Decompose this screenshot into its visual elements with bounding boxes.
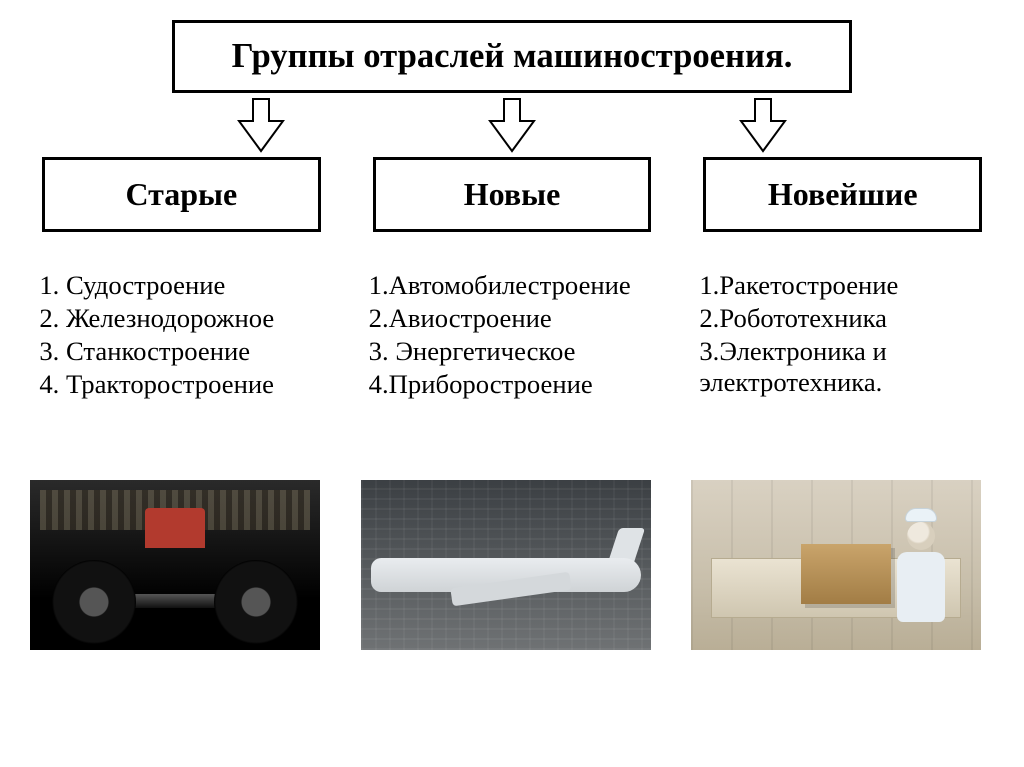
list-item: 3. Энергетическое <box>369 336 656 367</box>
column-newest-heading-box: Новейшие <box>703 157 981 232</box>
illustration-railway-bogie <box>30 480 320 650</box>
list-item: Железнодорожное <box>66 303 325 334</box>
arrow-down-icon <box>235 97 287 153</box>
column-newest-list: 1.Ракетостроение 2.Робототехника 3.Элект… <box>691 262 994 462</box>
illustration-aircraft-assembly <box>361 480 651 650</box>
list-item: 2.Авиостроение <box>369 303 656 334</box>
list-item: Судостроение <box>66 270 325 301</box>
list-item: 3.Электроника и электротехника. <box>699 336 986 398</box>
list-item: 1.Ракетостроение <box>699 270 986 301</box>
arrows-row <box>30 97 994 157</box>
column-newest: Новейшие 1.Ракетостроение 2.Робототехник… <box>691 157 994 650</box>
list-item: Станкостроение <box>66 336 325 367</box>
illustration-electronics-line <box>691 480 981 650</box>
arrow-down-icon <box>737 97 789 153</box>
list-item: 1.Автомобилестроение <box>369 270 656 301</box>
column-new-heading: Новые <box>464 176 561 212</box>
diagram-title-box: Группы отраслей машиностроения. <box>172 20 852 93</box>
columns: Старые Судостроение Железнодорожное Стан… <box>30 157 994 650</box>
list-item: 2.Робототехника <box>699 303 986 334</box>
list-item: 4.Приборостроение <box>369 369 656 400</box>
column-new: Новые 1.Автомобилестроение 2.Авиостроени… <box>361 157 664 650</box>
column-old-heading: Старые <box>125 176 237 212</box>
column-new-list: 1.Автомобилестроение 2.Авиостроение 3. Э… <box>361 262 664 462</box>
column-old-heading-box: Старые <box>42 157 320 232</box>
column-old: Старые Судостроение Железнодорожное Стан… <box>30 157 333 650</box>
column-old-list: Судостроение Железнодорожное Станкострое… <box>30 262 333 462</box>
column-newest-heading: Новейшие <box>768 176 918 212</box>
diagram-title: Группы отраслей машиностроения. <box>232 37 793 75</box>
list-item: Тракторостроение <box>66 369 325 400</box>
diagram-canvas: Группы отраслей машиностроения. Старые С… <box>0 0 1024 767</box>
arrow-down-icon <box>486 97 538 153</box>
column-new-heading-box: Новые <box>373 157 651 232</box>
